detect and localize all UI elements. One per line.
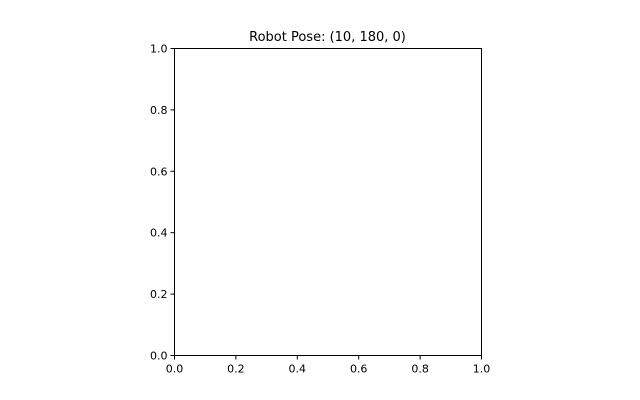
- y-tick-label: 0.2: [150, 288, 168, 301]
- chart-title: Robot Pose: (10, 180, 0): [249, 30, 406, 45]
- y-axis: 0.0 0.2 0.4 0.6 0.8 1.0: [150, 43, 175, 363]
- x-tick-label: 0.4: [289, 363, 307, 376]
- y-tick-label: 0.8: [150, 104, 168, 117]
- y-tick-label: 0.6: [150, 165, 168, 178]
- y-tick-label: 1.0: [150, 43, 168, 56]
- y-tick-label: 0.0: [150, 350, 168, 363]
- x-axis: 0.0 0.2 0.4 0.6 0.8 1.0: [166, 355, 491, 376]
- y-tick-label: 0.4: [150, 227, 168, 240]
- x-tick-label: 1.0: [473, 363, 491, 376]
- x-tick-label: 0.2: [227, 363, 245, 376]
- x-tick-label: 0.8: [411, 363, 429, 376]
- x-tick-label: 0.6: [350, 363, 368, 376]
- x-tick-label: 0.0: [166, 363, 184, 376]
- axes-frame: [174, 48, 482, 356]
